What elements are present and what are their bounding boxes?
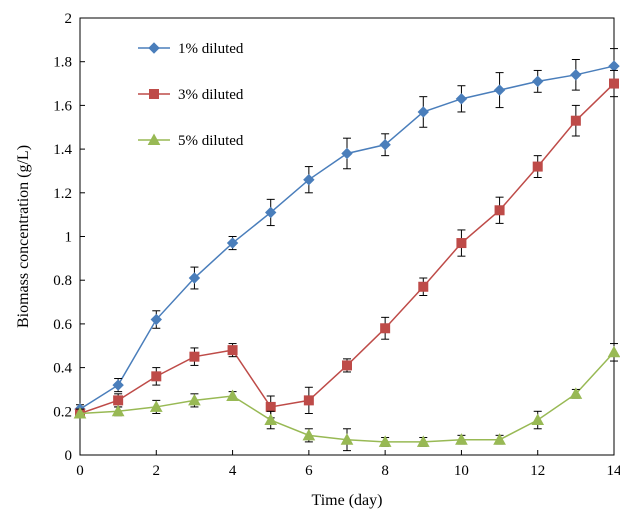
legend: 1% diluted 3% diluted 5% diluted: [138, 41, 244, 149]
x-axis-title: Time (day): [312, 492, 383, 509]
data-point: [150, 313, 162, 326]
y-tick-label: 0.8: [53, 273, 72, 289]
y-tick-label: 0.6: [53, 317, 72, 333]
data-point: [494, 205, 505, 216]
data-point: [416, 435, 430, 447]
legend-label: 3% diluted: [178, 87, 244, 103]
data-point: [113, 395, 124, 406]
plot-area: [79, 17, 615, 456]
data-point: [456, 238, 467, 249]
data-point: [531, 413, 545, 426]
y-tick-label: 1.4: [53, 142, 72, 158]
data-point: [341, 147, 353, 160]
series-2: [75, 69, 619, 419]
legend-marker: [149, 89, 159, 99]
y-tick-label: 0: [65, 448, 73, 464]
data-point: [493, 433, 506, 445]
data-point: [378, 435, 392, 447]
data-point: [417, 106, 429, 118]
y-axis: 0 0.2 0.4 0.6 0.8 1 1.2 1.4 1.6 1.8 2: [53, 11, 85, 464]
legend-marker: [147, 133, 161, 145]
x-axis: 0 2 4 6 8 10 12 14: [76, 450, 620, 479]
data-point: [455, 433, 468, 445]
data-point: [569, 387, 583, 399]
data-point: [532, 161, 543, 172]
data-point: [608, 60, 620, 72]
y-tick-label: 1: [65, 230, 73, 246]
x-tick-label: 0: [76, 463, 84, 479]
data-point: [264, 413, 278, 426]
y-tick-label: 0.4: [53, 361, 72, 377]
y-tick-label: 1.2: [53, 186, 72, 202]
data-point: [342, 360, 352, 371]
data-point: [188, 393, 201, 406]
plot-frame: [79, 17, 615, 456]
x-tick-label: 8: [381, 463, 389, 479]
data-point: [380, 323, 391, 334]
data-point: [188, 272, 201, 284]
data-point: [73, 406, 87, 419]
x-tick-label: 6: [305, 463, 313, 479]
data-point: [532, 75, 544, 88]
data-point: [455, 93, 468, 105]
data-point: [111, 404, 125, 417]
data-point: [226, 389, 239, 402]
legend-label: 5% diluted: [178, 133, 244, 149]
y-tick-label: 1.8: [53, 55, 72, 71]
y-tick-label: 0.2: [53, 404, 72, 420]
data-point: [379, 139, 391, 151]
x-tick-label: 14: [607, 463, 620, 479]
series-3: [73, 343, 620, 452]
x-tick-label: 2: [153, 463, 161, 479]
x-tick-label: 4: [229, 463, 237, 479]
data-point: [418, 281, 429, 292]
y-tick-label: 2: [65, 11, 73, 27]
data-point: [189, 351, 200, 362]
data-point: [227, 345, 238, 356]
legend-label: 1% diluted: [178, 41, 244, 57]
data-point: [607, 345, 620, 358]
y-tick-label: 1.6: [53, 98, 72, 114]
data-point: [149, 400, 163, 412]
data-point: [609, 78, 619, 89]
data-point: [570, 115, 581, 126]
series-layer: [73, 48, 620, 452]
y-axis-title: Biomass concentration (g/L): [15, 145, 32, 328]
data-point: [570, 69, 582, 81]
legend-marker: [148, 42, 160, 54]
data-point: [226, 237, 239, 249]
series-line: [79, 65, 615, 410]
series-1: [74, 48, 620, 415]
data-point: [265, 206, 277, 219]
data-point: [112, 379, 124, 391]
data-point: [340, 433, 354, 445]
data-point: [303, 395, 314, 406]
x-tick-label: 12: [530, 463, 545, 479]
x-tick-label: 10: [454, 463, 469, 479]
data-point: [302, 428, 316, 441]
data-point: [265, 401, 276, 412]
data-point: [151, 371, 162, 382]
data-point: [303, 173, 315, 186]
data-point: [493, 84, 506, 96]
